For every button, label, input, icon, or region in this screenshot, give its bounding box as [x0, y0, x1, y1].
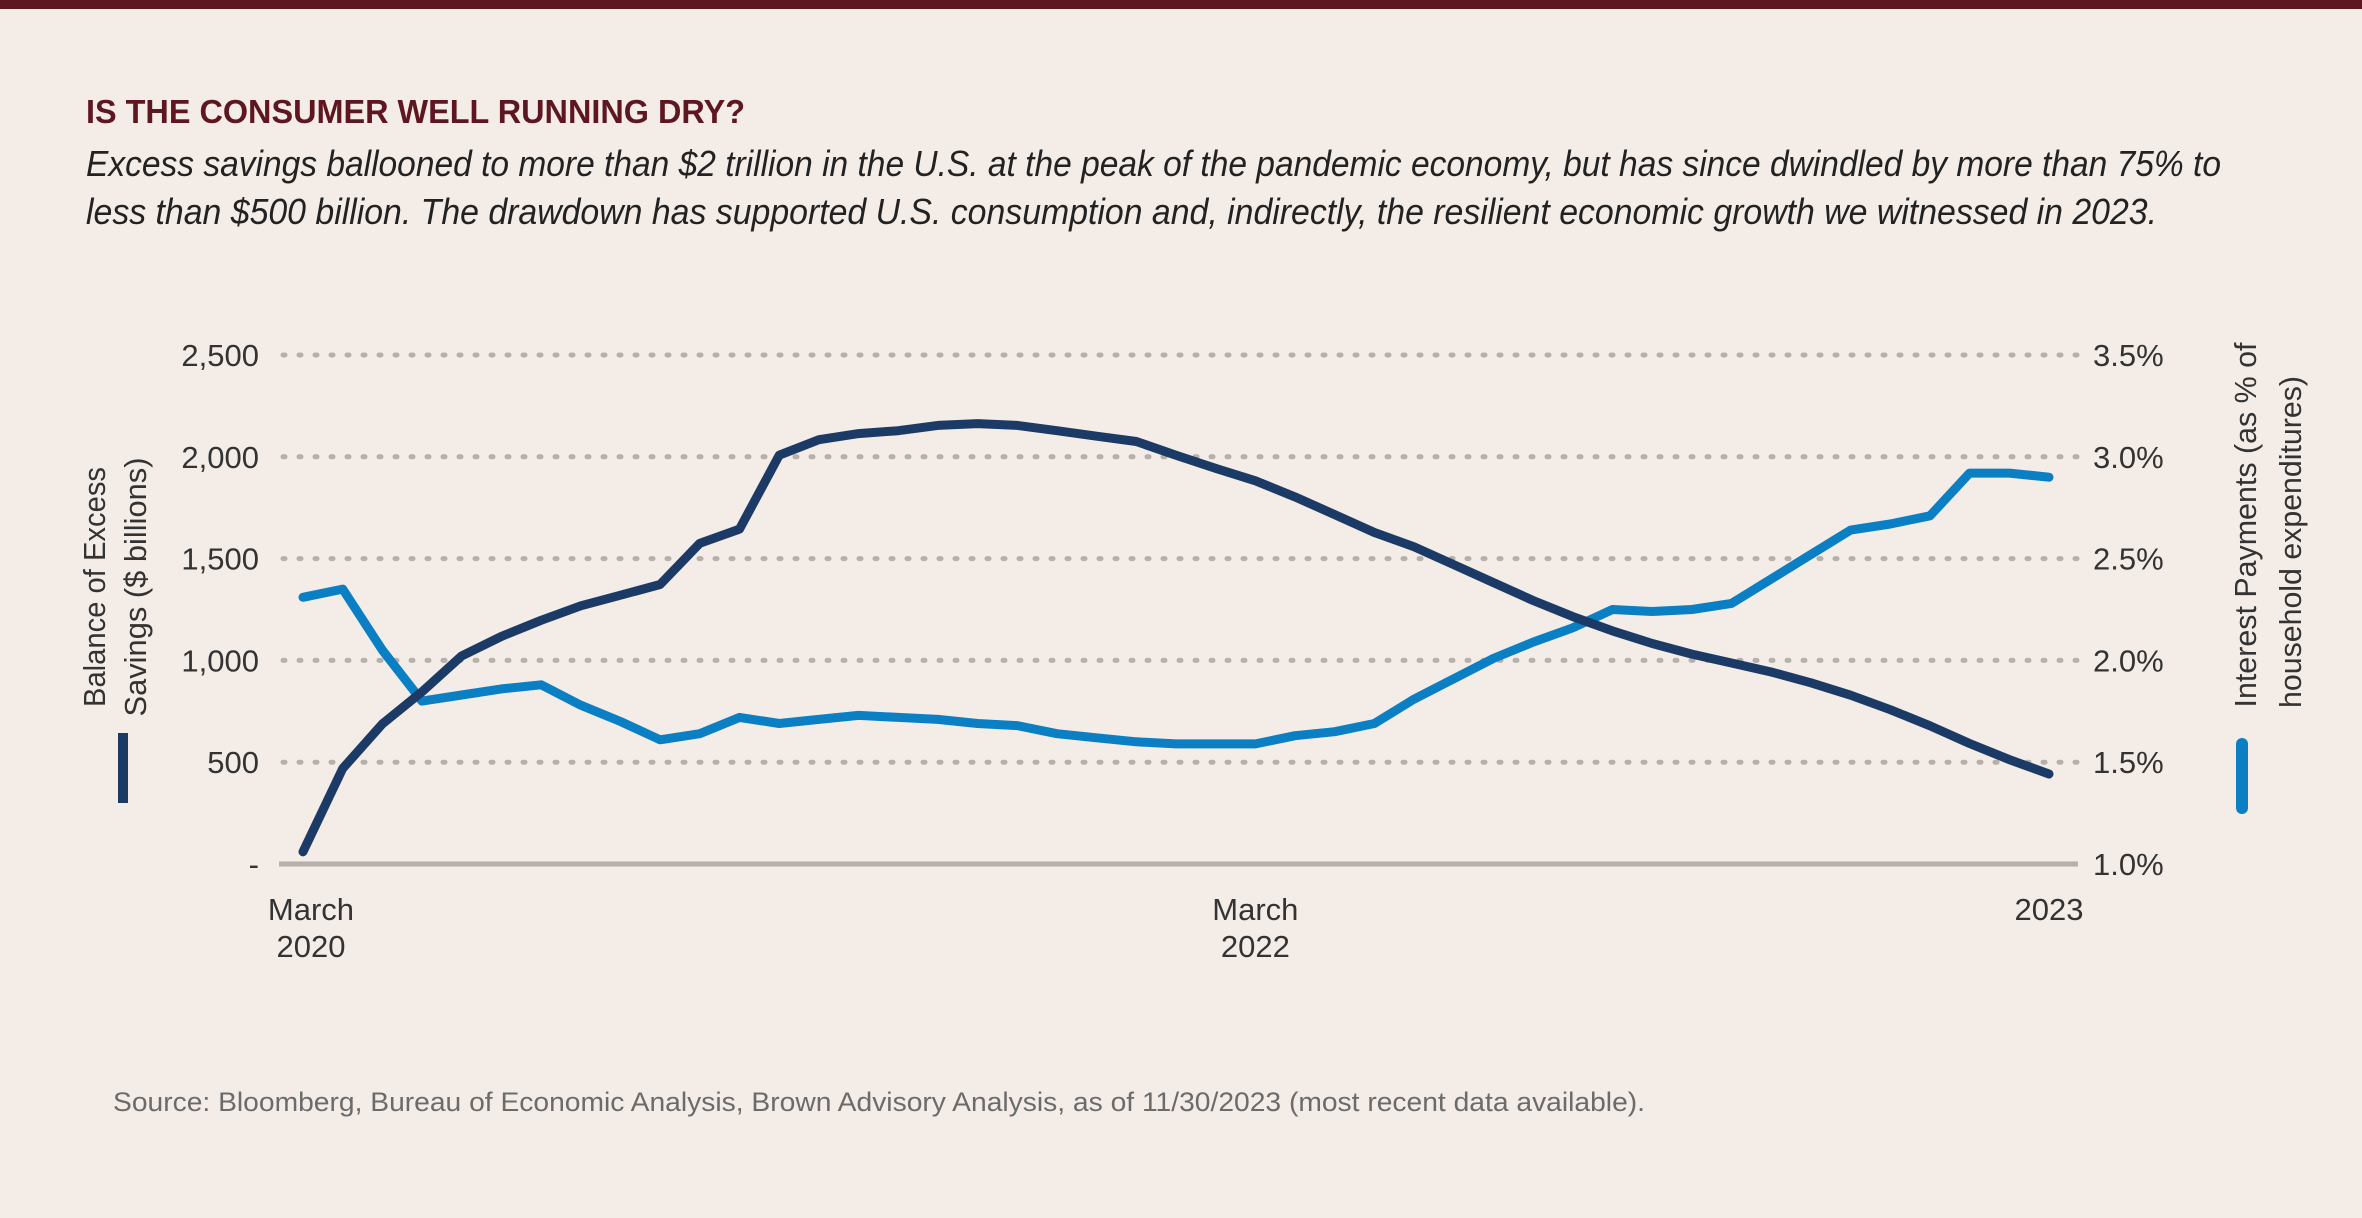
right-axis-label-line-2: household expenditures) [2273, 376, 2308, 708]
x-tick-label: March [1212, 892, 1298, 927]
right-axis-ticks: 1.0% 1.5% 2.0% 2.5% 3.0% 3.5% [2093, 338, 2164, 882]
x-tick-label: March [268, 892, 354, 927]
source-note: Source: Bloomberg, Bureau of Economic An… [113, 1087, 1645, 1117]
right-tick-label: 3.0% [2093, 440, 2164, 475]
x-tick-label: 2020 [277, 929, 346, 964]
left-tick-label: 1,000 [181, 643, 259, 678]
right-axis-label-line-1: Interest Payments (as % of [2228, 342, 2263, 707]
left-tick-label: 500 [207, 745, 259, 780]
left-tick-label: - [249, 847, 259, 882]
interest-legend-swatch [2236, 738, 2248, 814]
left-tick-label: 1,500 [181, 542, 259, 577]
subtitle-line-1: Excess savings ballooned to more than $2… [86, 143, 2221, 184]
savings-legend-swatch [118, 733, 128, 803]
left-axis-label-line-2: Savings ($ billions) [118, 458, 153, 717]
subtitle-line-2: less than $500 billion. The drawdown has… [86, 191, 2157, 232]
right-tick-label: 1.0% [2093, 847, 2164, 882]
savings-series-line [298, 419, 2054, 857]
x-tick-label: 2022 [1221, 929, 1290, 964]
x-tick-label: 2023 [2015, 892, 2084, 927]
series-group [298, 419, 2054, 857]
left-tick-label: 2,000 [181, 440, 259, 475]
right-tick-label: 2.5% [2093, 542, 2164, 577]
right-tick-label: 1.5% [2093, 745, 2164, 780]
right-tick-label: 3.5% [2093, 338, 2164, 373]
left-tick-label: 2,500 [181, 338, 259, 373]
left-axis-label-line-1: Balance of Excess [77, 467, 112, 707]
top-rule [0, 0, 2362, 9]
chart-title: IS THE CONSUMER WELL RUNNING DRY? [86, 93, 745, 130]
left-axis-ticks: - 500 1,000 1,500 2,000 2,500 [181, 338, 259, 882]
right-tick-label: 2.0% [2093, 643, 2164, 678]
